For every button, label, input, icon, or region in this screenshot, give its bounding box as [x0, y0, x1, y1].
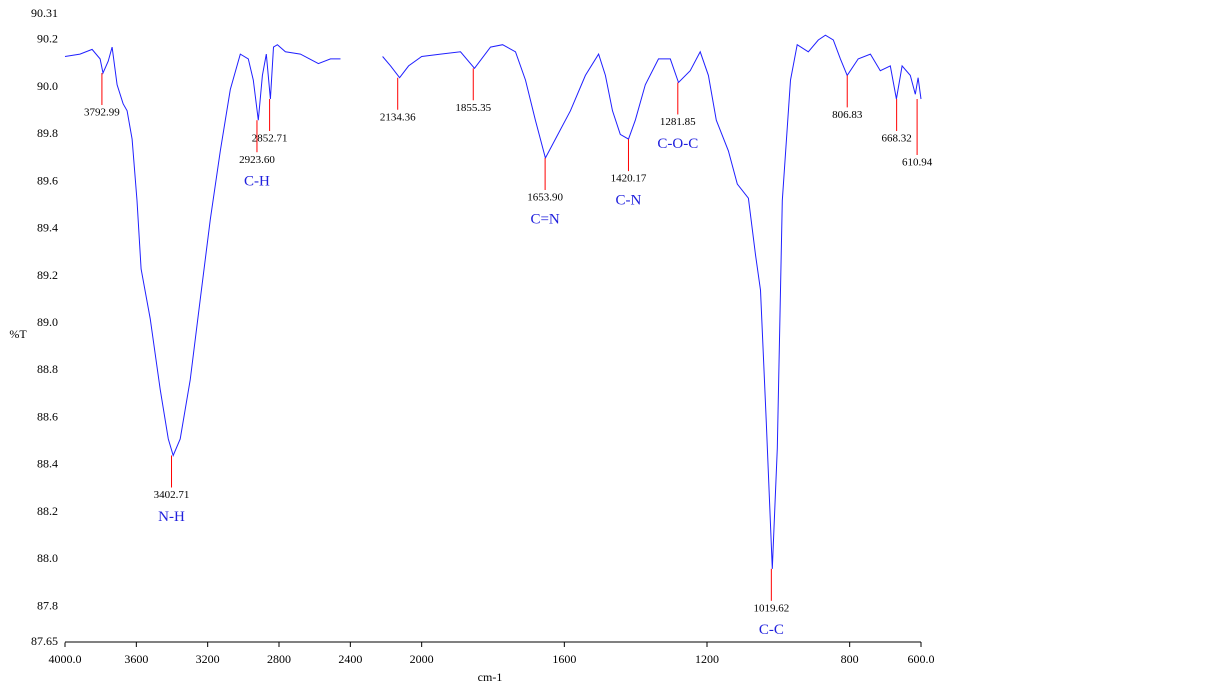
group-label: C-C [759, 622, 784, 638]
peak-label: 806.83 [832, 109, 863, 121]
x-tick-label: 1200 [695, 652, 719, 666]
x-tick-label: 800 [841, 652, 859, 666]
spectrum [64, 34, 922, 569]
y-axis-label: %T [9, 327, 27, 341]
y-tick-label: 89.8 [37, 126, 58, 140]
y-tick-label: 88.4 [37, 457, 58, 471]
peak-label: 1653.90 [527, 192, 563, 204]
peak-label: 1855.35 [455, 102, 491, 114]
y-tick-label: 89.0 [37, 315, 58, 329]
x-tick-label: 3200 [196, 652, 220, 666]
x-tick-label: 2800 [267, 652, 291, 666]
x-tick-label: 3600 [124, 652, 148, 666]
peak-label: 3792.99 [84, 107, 120, 119]
y-tick-label: 89.6 [37, 173, 58, 187]
y-tick-label: 88.8 [37, 362, 58, 376]
group-label: C-N [616, 193, 642, 209]
y-tick-label: 88.6 [37, 409, 58, 423]
y-tick-label: 88.2 [37, 504, 58, 518]
y-tick-label: 87.65 [31, 634, 58, 648]
y-tick-label: 87.8 [37, 598, 58, 612]
peak-label: 2134.36 [380, 111, 416, 123]
peak-label: 1420.17 [611, 173, 647, 185]
y-tick-label: 89.4 [37, 221, 58, 235]
y-tick-label: 89.2 [37, 268, 58, 282]
y-tick-label: 88.0 [37, 551, 58, 565]
x-tick-label: 4000.0 [49, 652, 82, 666]
peak-label: 2852.71 [252, 133, 288, 145]
x-tick-label: 2000 [410, 652, 434, 666]
group-label: N-H [158, 509, 185, 525]
peak-label: 1019.62 [753, 602, 789, 614]
peak-label: 3402.71 [154, 489, 190, 501]
x-axis-label: cm-1 [478, 670, 503, 684]
x-tick-label: 600.0 [908, 652, 935, 666]
peak-label: 2923.60 [239, 154, 275, 166]
x-tick-label: 2400 [338, 652, 362, 666]
peak-label: 610.94 [902, 157, 933, 169]
group-label: C-O-C [657, 136, 698, 152]
group-label: C-H [244, 174, 270, 190]
group-label: C=N [530, 211, 559, 227]
peak-label: 668.32 [882, 133, 912, 145]
y-tick-label: 90.0 [37, 79, 58, 93]
y-tick-label: 90.2 [37, 32, 58, 46]
x-tick-label: 1600 [552, 652, 576, 666]
peak-label: 1281.85 [660, 116, 696, 128]
y-tick-label: 90.31 [31, 6, 58, 20]
